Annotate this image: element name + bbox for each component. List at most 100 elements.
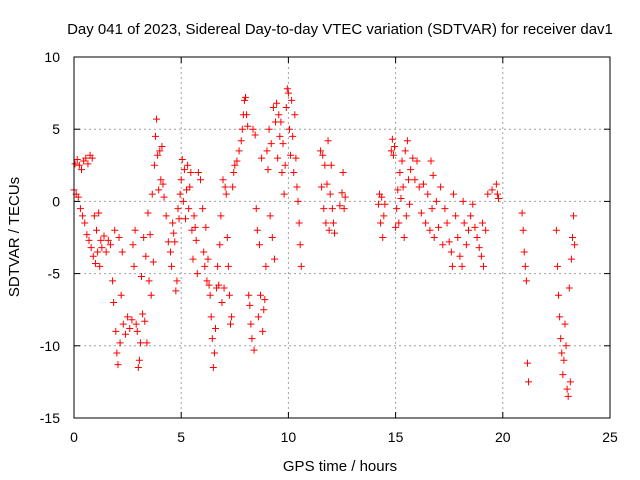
data-point — [319, 151, 327, 159]
data-point — [81, 219, 89, 227]
data-point — [114, 361, 122, 369]
data-point — [176, 190, 184, 198]
data-point — [246, 301, 254, 309]
data-point — [270, 255, 278, 263]
data-point — [323, 180, 331, 188]
data-point — [133, 327, 141, 335]
data-point — [225, 291, 233, 299]
data-point — [135, 356, 143, 364]
data-point — [396, 169, 404, 177]
data-point — [266, 212, 274, 220]
data-point — [558, 349, 566, 357]
data-point — [523, 359, 531, 367]
data-point — [217, 212, 225, 220]
data-point — [560, 356, 568, 364]
data-point — [387, 147, 395, 155]
data-point — [280, 190, 288, 198]
data-point — [220, 284, 228, 292]
y-tick-label: -10 — [40, 338, 60, 354]
data-point — [209, 363, 217, 371]
y-tick-label: -5 — [48, 266, 61, 282]
data-point — [327, 161, 335, 169]
data-point — [267, 140, 275, 148]
data-point — [162, 212, 170, 220]
data-point — [424, 190, 432, 198]
data-point — [452, 212, 460, 220]
data-point — [91, 259, 99, 267]
data-point — [216, 241, 224, 249]
data-point — [170, 229, 178, 237]
data-point — [192, 236, 200, 244]
data-point — [392, 223, 400, 231]
data-point — [240, 96, 248, 104]
data-point — [391, 143, 399, 151]
data-point — [429, 171, 437, 179]
data-point — [473, 234, 481, 241]
data-point — [422, 219, 430, 227]
x-axis-label: GPS time / hours — [283, 458, 397, 475]
data-point — [219, 176, 227, 184]
data-point — [112, 327, 120, 335]
data-point — [464, 226, 472, 234]
data-point — [379, 234, 387, 241]
data-point — [495, 195, 503, 203]
data-point — [158, 143, 166, 151]
data-point — [288, 96, 296, 104]
data-point — [393, 205, 401, 213]
data-point — [201, 262, 209, 270]
data-point — [215, 281, 223, 289]
data-point — [184, 161, 192, 169]
data-point — [85, 236, 93, 244]
data-point — [235, 147, 243, 155]
data-point — [131, 226, 139, 234]
y-tick-label: 5 — [52, 121, 60, 137]
data-point — [403, 137, 411, 145]
data-point — [204, 255, 212, 263]
data-point — [377, 219, 385, 227]
data-point — [492, 180, 500, 188]
data-point — [82, 154, 90, 162]
data-point — [251, 131, 259, 139]
data-point — [324, 137, 332, 145]
x-tick-labels: 0 5 10 15 20 25 — [70, 429, 618, 445]
y-axis-label: SDTVAR / TECUs — [6, 177, 23, 297]
data-point — [90, 212, 98, 220]
data-point — [411, 176, 419, 184]
chart-title: Day 041 of 2023, Sidereal Day-to-day VTE… — [67, 21, 613, 38]
data-point — [200, 248, 208, 256]
data-point — [398, 157, 406, 165]
data-point — [142, 252, 150, 260]
data-point — [71, 160, 79, 168]
data-point — [178, 156, 186, 164]
data-point — [189, 255, 197, 263]
x-tick-label: 5 — [177, 429, 185, 445]
data-point — [559, 371, 567, 379]
y-tick-label: -15 — [40, 410, 60, 426]
data-point — [252, 205, 260, 213]
y-tick-label: 0 — [52, 193, 60, 209]
data-point — [395, 219, 403, 227]
data-point — [557, 335, 565, 343]
data-point — [159, 180, 167, 188]
data-point — [274, 154, 282, 162]
data-point — [261, 296, 269, 304]
data-point — [224, 262, 232, 270]
data-point — [130, 262, 138, 270]
data-point — [187, 169, 195, 177]
data-point — [160, 193, 168, 201]
data-point — [116, 339, 124, 347]
data-point — [144, 209, 152, 217]
data-point — [279, 140, 287, 148]
data-point — [518, 209, 526, 217]
data-point — [115, 234, 123, 241]
data-point — [525, 378, 533, 386]
data-point — [227, 320, 235, 328]
data-point — [100, 232, 108, 240]
data-point — [157, 176, 165, 184]
data-point — [415, 183, 423, 191]
data-point — [73, 156, 81, 164]
data-point — [318, 183, 326, 191]
data-point — [218, 298, 226, 306]
data-point — [138, 272, 146, 280]
data-point — [207, 313, 215, 321]
